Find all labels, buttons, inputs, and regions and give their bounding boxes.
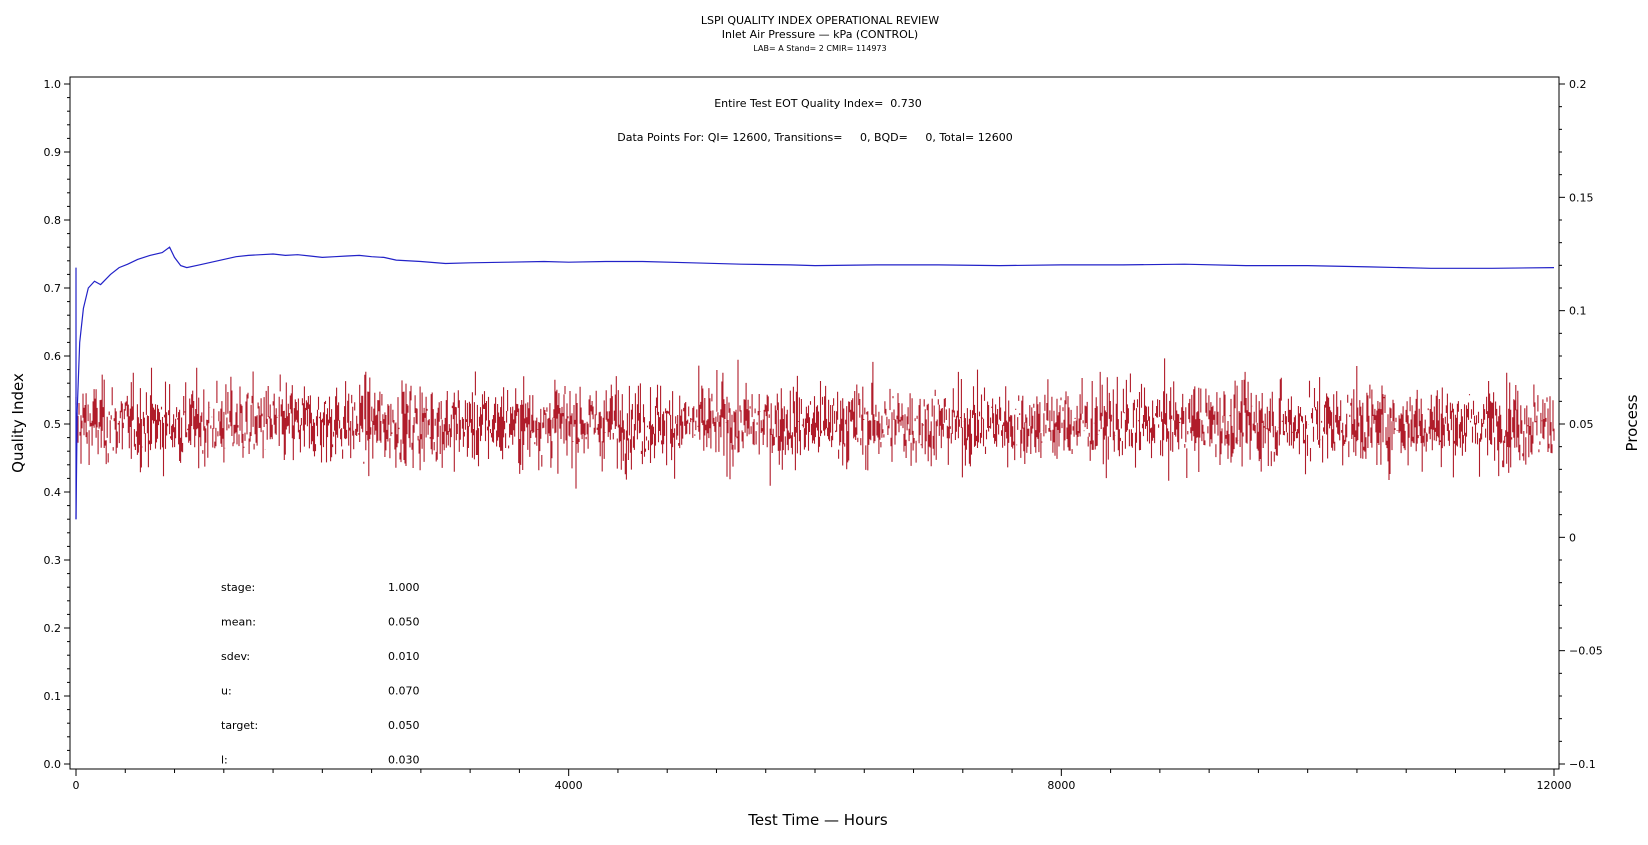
stat-value: 0.050: [388, 719, 420, 732]
stat-label: target:: [221, 719, 258, 732]
y-left-tick-label: 0.4: [44, 486, 62, 499]
process-series: [75, 358, 1555, 489]
stat-value: 0.070: [388, 685, 420, 698]
x-tick-label: 12000: [1537, 779, 1572, 792]
stat-label: u:: [221, 685, 232, 698]
y-right-axis-ticks: −0.1 −0.05 0 0.05 0.1 0.15 0.2: [1559, 78, 1603, 771]
y-right-tick-label: 0.1: [1569, 305, 1587, 318]
process-line: [75, 358, 1555, 489]
y-left-tick-label: 0.5: [44, 418, 62, 431]
stat-value: 0.030: [388, 754, 420, 767]
chart-title: LSPI QUALITY INDEX OPERATIONAL REVIEW: [701, 14, 939, 27]
quality-index-line: [75, 246, 1555, 520]
x-axis-ticks: 0 4000 8000 12000: [73, 769, 1572, 792]
x-axis-label: Test Time — Hours: [747, 811, 888, 829]
y-left-tick-label: 0.6: [44, 350, 62, 363]
y-left-tick-label: 0.1: [44, 690, 62, 703]
chart-subsubtitle: LAB= A Stand= 2 CMIR= 114973: [753, 44, 886, 53]
stat-label: l:: [221, 754, 228, 767]
y-right-tick-label: −0.05: [1569, 645, 1603, 658]
stat-label: stage:: [221, 581, 255, 594]
chart-subtitle: Inlet Air Pressure — kPa (CONTROL): [722, 28, 918, 41]
x-tick-label: 0: [73, 779, 80, 792]
y-right-tick-label: 0: [1569, 531, 1576, 544]
y-right-tick-label: 0.2: [1569, 78, 1587, 91]
stat-value: 0.010: [388, 650, 420, 663]
y-right-tick-label: −0.1: [1569, 758, 1596, 771]
x-tick-label: 8000: [1047, 779, 1075, 792]
x-tick-label: 4000: [555, 779, 583, 792]
y-right-axis-label: Process: [1623, 394, 1641, 451]
y-left-tick-label: 0.3: [44, 554, 62, 567]
data-points-annotation: Data Points For: QI= 12600, Transitions=…: [617, 131, 1012, 144]
qi-summary-annotation: Entire Test EOT Quality Index= 0.730: [714, 97, 922, 110]
y-left-axis-label: Quality Index: [9, 373, 27, 473]
y-left-tick-label: 0.2: [44, 622, 62, 635]
stats-table: stage: 1.000 mean: 0.050 sdev: 0.010 u: 0.070 ta…: [221, 581, 420, 767]
stat-value: 1.000: [388, 581, 420, 594]
stat-label: mean:: [221, 616, 256, 629]
stat-value: 0.050: [388, 616, 420, 629]
y-left-tick-label: 0.7: [44, 282, 62, 295]
y-left-tick-label: 0.0: [44, 758, 62, 771]
y-left-axis-ticks: 0.0 0.1 0.2 0.3 0.4 0.5 0.6 0.7 0.8 0.9 1.0: [44, 78, 70, 771]
y-right-tick-label: 0.05: [1569, 418, 1594, 431]
stat-label: sdev:: [221, 650, 250, 663]
y-left-tick-label: 1.0: [44, 78, 62, 91]
y-right-tick-label: 0.15: [1569, 191, 1594, 204]
y-left-tick-label: 0.9: [44, 146, 62, 159]
quality-index-series: [75, 246, 1555, 520]
y-left-tick-label: 0.8: [44, 214, 62, 227]
